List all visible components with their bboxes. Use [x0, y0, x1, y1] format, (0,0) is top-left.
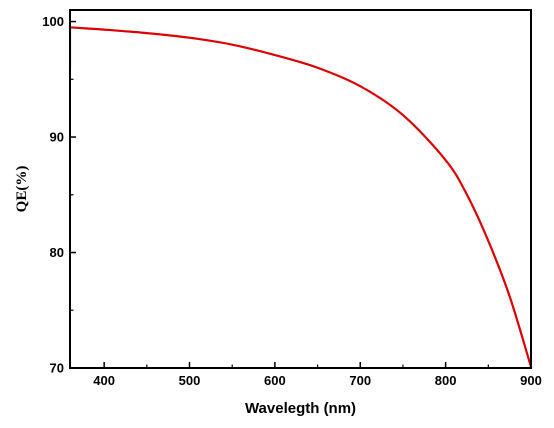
x-tick-label: 500: [179, 373, 201, 388]
y-tick-label: 100: [42, 14, 64, 29]
x-tick-label: 700: [349, 373, 371, 388]
x-axis-ticks: 400 500 600 700 800 900: [93, 362, 542, 388]
x-tick-label: 400: [93, 373, 115, 388]
y-tick-label: 80: [50, 245, 64, 260]
x-tick-label: 800: [435, 373, 457, 388]
x-tick-label: 600: [264, 373, 286, 388]
x-tick-label: 900: [520, 373, 542, 388]
plot-frame: [69, 9, 532, 369]
y-tick-label: 90: [50, 130, 64, 145]
series-layer: [68, 26, 533, 368]
qe-series-line: [68, 26, 533, 368]
x-axis-title: Wavelegth (nm): [245, 400, 356, 417]
y-tick-label: 70: [50, 361, 64, 376]
y-axis-title: QE(%): [14, 166, 30, 213]
